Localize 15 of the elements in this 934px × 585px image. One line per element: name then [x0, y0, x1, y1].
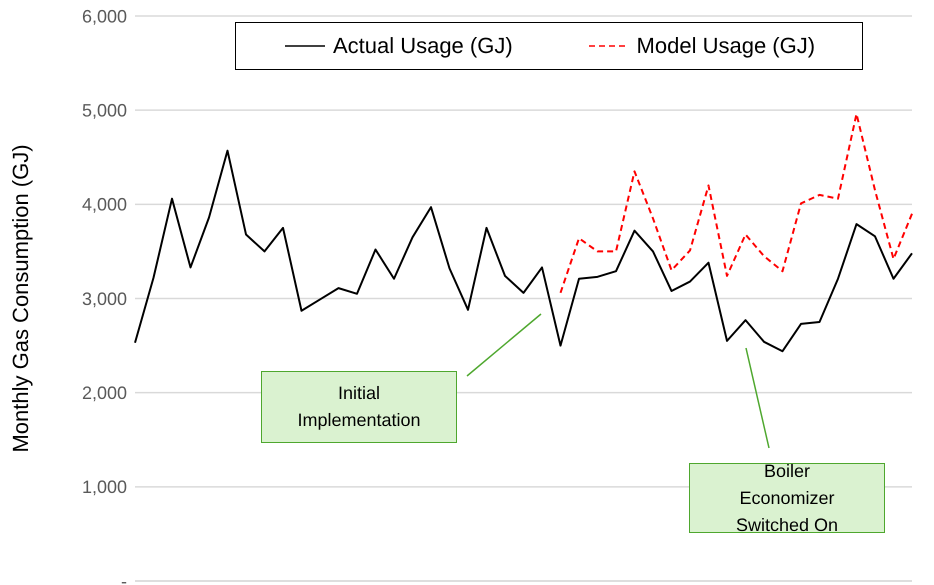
- y-tick-label: 4,000: [82, 194, 127, 215]
- y-tick-label: 5,000: [82, 100, 127, 121]
- annotation: Initial Implementation: [297, 382, 421, 432]
- callout-box: Boiler Economizer Switched On: [689, 463, 885, 533]
- y-tick-label: -: [121, 571, 127, 585]
- y-axis-title: Monthly Gas Consumption (GJ): [8, 144, 33, 453]
- y-tick-label: 6,000: [82, 6, 127, 26]
- y-tick-label: 1,000: [82, 477, 127, 498]
- callout-box: Initial Implementation: [261, 371, 457, 443]
- legend-label: Actual Usage (GJ): [332, 33, 513, 59]
- legend-label: Model Usage (GJ): [636, 33, 816, 59]
- y-tick-label: 3,000: [82, 288, 127, 309]
- y-tick-label: 2,000: [82, 383, 127, 404]
- line-series: [560, 112, 913, 294]
- line-series: [134, 150, 913, 352]
